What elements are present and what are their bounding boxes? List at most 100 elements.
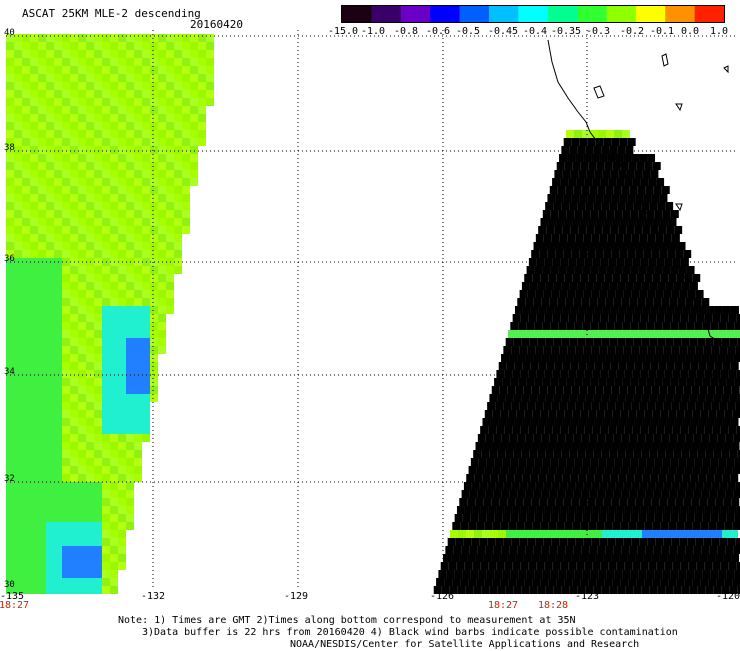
swath-pixel (86, 546, 94, 554)
swath-pixel (678, 458, 687, 466)
swath-pixel (22, 346, 30, 354)
swath-pixel (46, 506, 54, 514)
swath-pixel (30, 474, 38, 482)
swath-pixel (86, 218, 94, 226)
swath-pixel (190, 146, 198, 154)
swath-pixel (576, 258, 585, 266)
swath-pixel (583, 290, 592, 298)
swath-pixel (571, 138, 580, 146)
swath-pixel (94, 242, 102, 250)
swath-pixel (575, 346, 584, 354)
swath-pixel (647, 346, 656, 354)
swath-pixel (78, 490, 86, 498)
swath-pixel (6, 322, 14, 330)
swath-pixel (734, 570, 740, 578)
swath-pixel (601, 394, 610, 402)
swath-pixel (54, 218, 62, 226)
swath-pixel (62, 250, 70, 258)
swath-pixel (166, 34, 174, 42)
swath-pixel (451, 554, 460, 562)
swath-pixel (556, 522, 565, 530)
swath-pixel (574, 322, 583, 330)
swath-pixel (38, 82, 46, 90)
swath-pixel (46, 218, 54, 226)
swath-pixel (647, 290, 656, 298)
swath-pixel (22, 194, 30, 202)
swath-pixel (94, 482, 102, 490)
swath-pixel (142, 370, 150, 378)
swath-pixel (585, 450, 594, 458)
swath-pixel (729, 450, 738, 458)
swath-pixel (46, 426, 54, 434)
swath-pixel (142, 338, 150, 346)
swath-pixel (38, 170, 46, 178)
swath-pixel (551, 538, 560, 546)
swath-pixel (656, 178, 665, 186)
swath-pixel (653, 186, 662, 194)
swath-pixel (613, 298, 622, 306)
swath-pixel (662, 458, 671, 466)
swath-pixel (142, 394, 150, 402)
swath-pixel (118, 266, 126, 274)
swath-pixel (38, 418, 46, 426)
swath-pixel (543, 290, 552, 298)
swath-pixel (503, 538, 512, 546)
swath-pixel (686, 378, 695, 386)
swath-left (6, 34, 214, 594)
swath-pixel (548, 330, 556, 338)
swath-pixel (616, 370, 625, 378)
swath-pixel (118, 330, 126, 338)
swath-pixel (118, 114, 126, 122)
swath-pixel (516, 466, 525, 474)
swath-pixel (22, 58, 30, 66)
swath-pixel (102, 90, 110, 98)
swath-pixel (6, 226, 14, 234)
swath-pixel (703, 482, 712, 490)
swath-pixel (62, 554, 70, 562)
swath-pixel (557, 546, 566, 554)
swath-pixel (70, 250, 78, 258)
swath-pixel (62, 490, 70, 498)
swath-pixel (501, 490, 510, 498)
swath-pixel (6, 506, 14, 514)
swath-pixel (110, 434, 118, 442)
swath-pixel (22, 234, 30, 242)
swath-pixel (102, 250, 110, 258)
swath-pixel (46, 522, 54, 530)
swath-pixel (126, 466, 134, 474)
swath-pixel (578, 362, 587, 370)
swath-pixel (601, 586, 610, 594)
swath-pixel (62, 282, 70, 290)
swath-pixel (6, 306, 14, 314)
swath-pixel (532, 410, 541, 418)
swath-pixel (78, 586, 86, 594)
swath-pixel (78, 114, 86, 122)
swath-pixel (588, 330, 596, 338)
swath-pixel (62, 178, 70, 186)
swath-pixel (713, 586, 722, 594)
swath-pixel (102, 354, 110, 362)
swath-pixel (22, 410, 30, 418)
swath-pixel (537, 394, 546, 402)
swath-pixel (174, 202, 182, 210)
swath-pixel (30, 354, 38, 362)
swath-pixel (571, 386, 580, 394)
swath-pixel (14, 426, 22, 434)
swath-pixel (206, 50, 214, 58)
swath-pixel (728, 314, 737, 322)
swath-pixel (110, 586, 118, 594)
swath-pixel (653, 546, 662, 554)
swath-pixel (549, 354, 558, 362)
swath-pixel (102, 154, 110, 162)
swath-pixel (569, 586, 578, 594)
swath-pixel (571, 442, 580, 450)
swath-pixel (561, 282, 570, 290)
swath-pixel (666, 306, 675, 314)
swath-pixel (475, 498, 484, 506)
swath-pixel (458, 530, 466, 538)
swath-pixel (118, 410, 126, 418)
swath-pixel (70, 322, 78, 330)
swath-pixel (46, 98, 54, 106)
swath-pixel (574, 266, 583, 274)
swath-pixel (62, 474, 70, 482)
